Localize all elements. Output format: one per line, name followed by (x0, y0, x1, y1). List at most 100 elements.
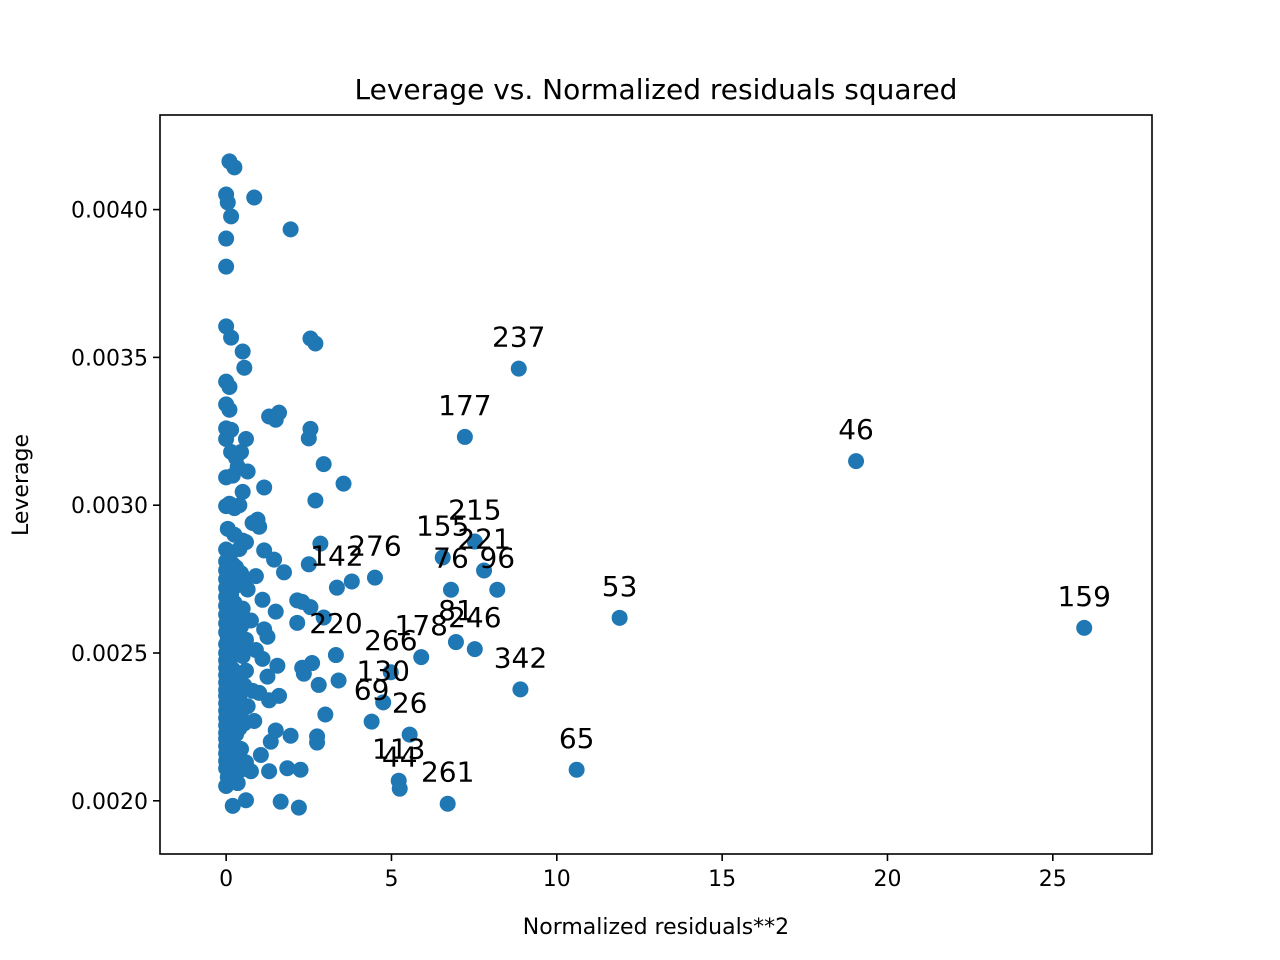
x-axis-label: Normalized residuals**2 (523, 915, 789, 940)
labeled-data-point (466, 533, 483, 550)
data-point (231, 540, 248, 557)
x-tick-label: 5 (384, 867, 398, 892)
x-tick-label: 25 (1039, 867, 1067, 892)
point-label: 69 (354, 674, 390, 707)
data-point (295, 665, 312, 682)
data-point (302, 599, 319, 616)
data-point (266, 551, 283, 568)
point-label: 81 (438, 594, 474, 627)
labeled-data-point (413, 649, 430, 666)
data-point (315, 456, 332, 473)
x-tick-label: 10 (543, 867, 571, 892)
y-tick-label: 0.0025 (71, 642, 148, 667)
point-label: 26 (392, 687, 428, 720)
data-point (252, 746, 269, 763)
data-point (290, 799, 307, 816)
data-point (231, 497, 248, 514)
data-points (218, 153, 1093, 816)
data-point (219, 194, 236, 211)
x-tick-label: 20 (873, 867, 901, 892)
point-label: 246 (448, 601, 501, 634)
data-point (242, 763, 259, 780)
labeled-data-point (363, 713, 380, 730)
labeled-data-point (366, 569, 383, 586)
data-point (261, 692, 278, 709)
data-point (218, 258, 235, 275)
data-point (267, 603, 284, 620)
labeled-data-point (434, 549, 451, 566)
data-point (309, 734, 326, 751)
labeled-data-point (489, 581, 506, 598)
data-point (289, 614, 306, 631)
y-tick-label: 0.0020 (71, 790, 148, 815)
labeled-data-point (391, 780, 408, 797)
labeled-data-point (456, 428, 473, 445)
y-axis-ticks: 0.0020 0.0025 0.0030 0.0035 0.0040 (71, 199, 160, 815)
data-point (310, 676, 327, 693)
labeled-data-point (328, 579, 345, 596)
data-point (223, 208, 240, 225)
data-point (218, 230, 235, 247)
labeled-data-point (512, 681, 529, 698)
x-tick-label: 0 (219, 867, 233, 892)
data-point (234, 647, 251, 664)
data-point (224, 797, 241, 814)
point-label: 142 (310, 540, 363, 573)
data-point (254, 650, 271, 667)
data-point (312, 535, 329, 552)
data-point (229, 775, 246, 792)
data-point (272, 793, 289, 810)
data-point (259, 628, 276, 645)
data-point (317, 706, 334, 723)
y-tick-label: 0.0035 (71, 346, 148, 371)
point-label: 342 (494, 641, 547, 674)
data-point (279, 760, 296, 777)
y-tick-label: 0.0040 (71, 199, 148, 224)
data-point (254, 591, 271, 608)
point-label: 221 (457, 523, 510, 556)
point-label: 113 (372, 733, 425, 766)
labeled-data-point (401, 726, 418, 743)
chart-title: Leverage vs. Normalized residuals square… (355, 73, 958, 106)
y-tick-label: 0.0030 (71, 494, 148, 519)
data-point (300, 430, 317, 447)
point-label: 220 (309, 607, 362, 640)
data-point (234, 483, 251, 500)
point-label: 96 (479, 542, 515, 575)
labeled-data-point (442, 581, 459, 598)
data-point (282, 221, 299, 238)
point-label: 155 (416, 510, 469, 543)
data-point (256, 479, 273, 496)
labeled-data-point (382, 664, 399, 681)
data-point (330, 672, 347, 689)
labeled-data-point (327, 647, 344, 664)
data-point (300, 556, 317, 573)
point-label: 261 (421, 756, 474, 789)
labeled-data-point (848, 453, 865, 470)
data-point (233, 443, 250, 460)
data-point (261, 763, 278, 780)
data-point (292, 761, 309, 778)
data-point (221, 378, 238, 395)
data-point (259, 668, 276, 685)
data-point (239, 581, 256, 598)
point-label: 76 (433, 542, 469, 575)
point-label: 130 (356, 654, 409, 687)
data-point (269, 657, 286, 674)
plot-frame (159, 114, 1153, 855)
data-point (234, 343, 251, 360)
data-point (218, 430, 235, 447)
x-tick-label: 15 (708, 867, 736, 892)
data-point (221, 401, 238, 418)
labeled-data-point (439, 795, 456, 812)
data-point (267, 411, 284, 428)
point-label: 215 (448, 494, 501, 527)
point-label: 44 (382, 741, 418, 774)
data-point (262, 733, 279, 750)
data-point (239, 463, 256, 480)
labeled-data-point (611, 609, 628, 626)
labeled-data-point (466, 641, 483, 658)
data-point (246, 189, 263, 206)
